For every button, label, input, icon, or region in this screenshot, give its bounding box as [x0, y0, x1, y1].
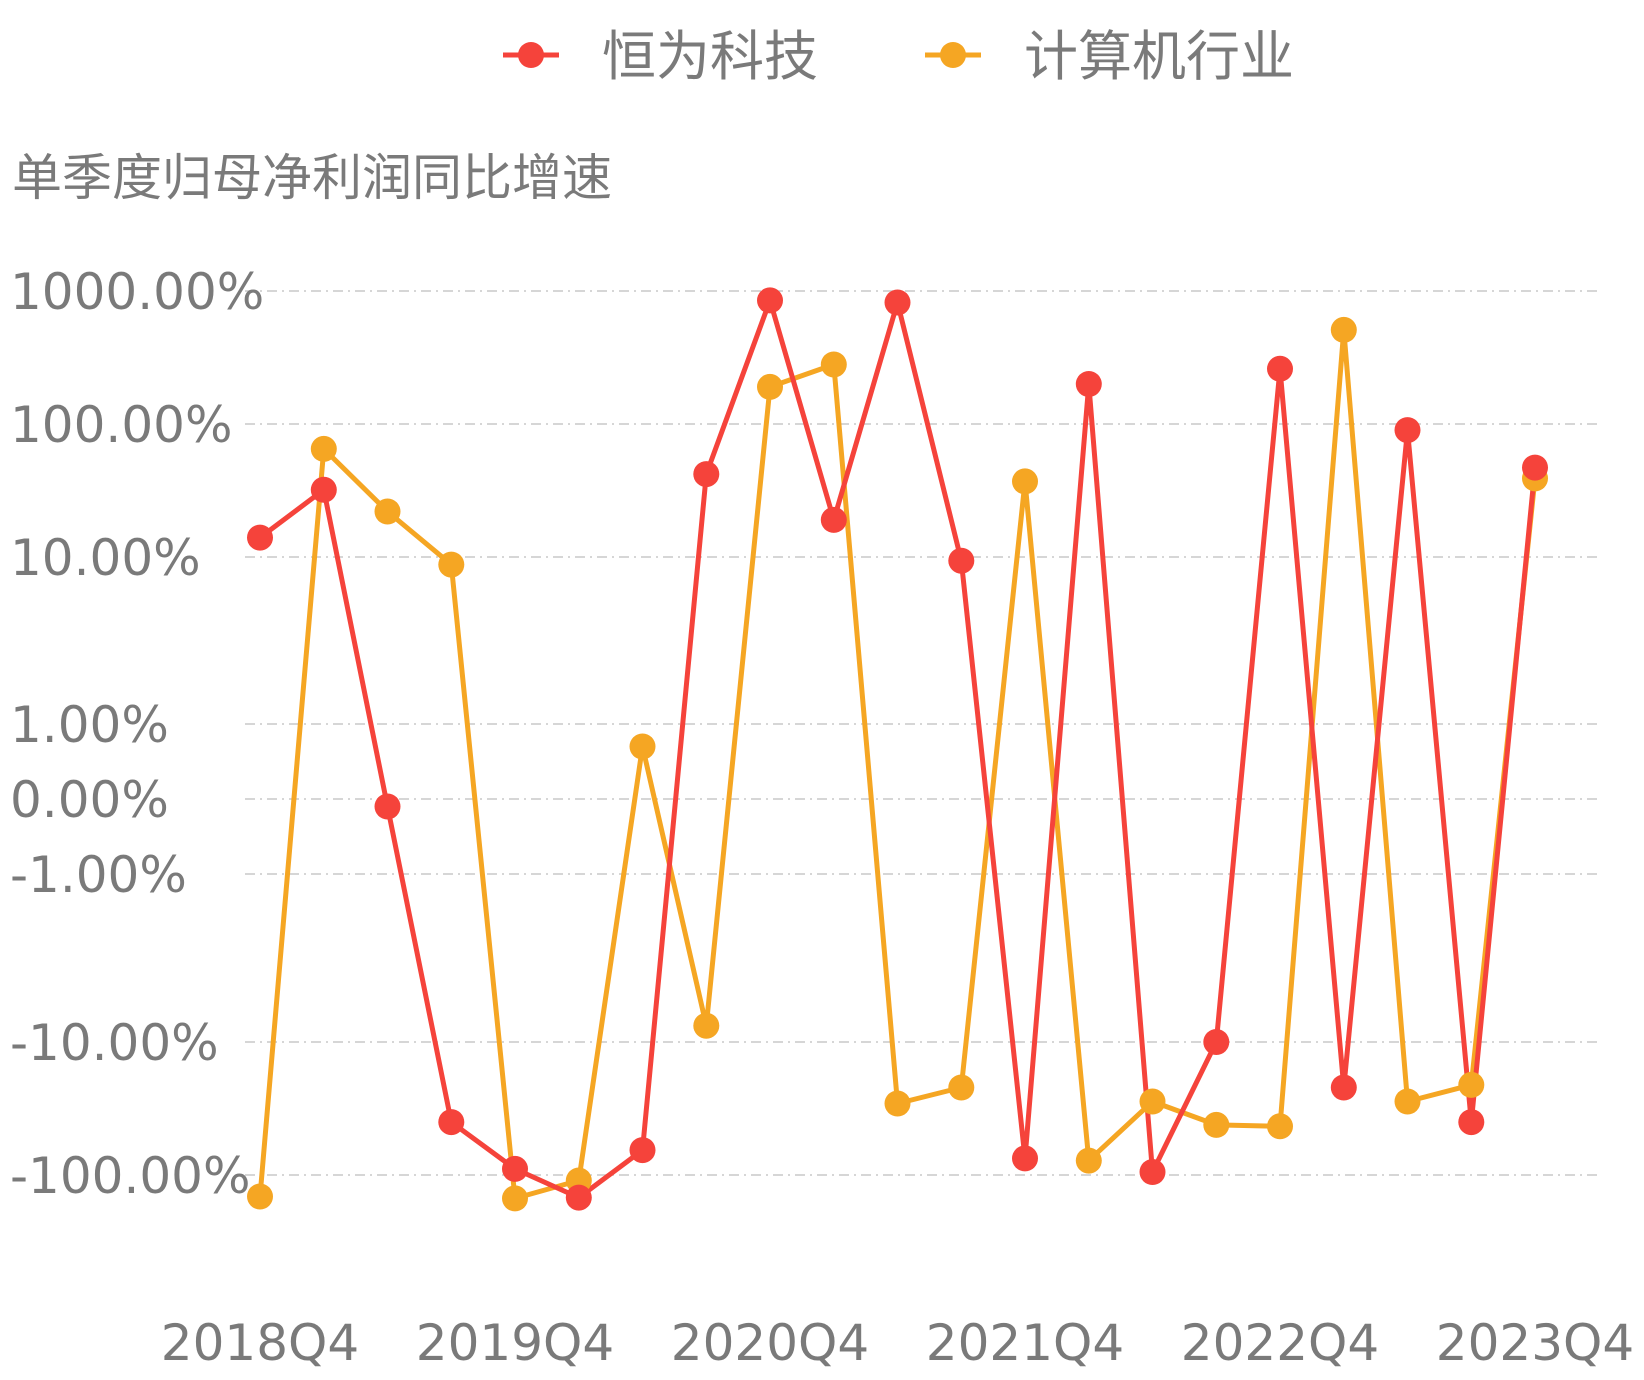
data-point-industry[interactable] — [757, 373, 783, 400]
data-point-industry[interactable] — [247, 1183, 273, 1210]
series-points — [247, 287, 1548, 1212]
data-point-industry[interactable] — [884, 1090, 911, 1117]
y-tick-label: 1000.00% — [10, 263, 264, 321]
y-tick-label: 100.00% — [10, 396, 232, 454]
data-point-hengwei[interactable] — [1012, 1145, 1038, 1172]
legend-marker-hengwei — [518, 42, 544, 68]
data-point-industry[interactable] — [1458, 1071, 1485, 1098]
y-axis-label: 单季度归母净利润同比增速 — [12, 149, 612, 207]
series-line-hengwei — [258, 297, 1538, 1201]
data-point-hengwei[interactable] — [1203, 1029, 1230, 1055]
data-point-industry[interactable] — [820, 351, 847, 378]
x-axis-ticks: 2018Q4 2019Q4 2020Q4 2021Q4 2022Q4 2023Q4 — [161, 1314, 1634, 1372]
y-tick-label: -1.00% — [10, 846, 187, 904]
data-point-hengwei[interactable] — [948, 547, 975, 574]
data-point-industry[interactable] — [948, 1074, 975, 1101]
legend-label-hengwei: 恒为科技 — [602, 25, 818, 88]
data-point-industry[interactable] — [629, 733, 656, 760]
data-point-hengwei[interactable] — [757, 287, 783, 314]
data-point-industry[interactable] — [1330, 316, 1357, 343]
data-point-hengwei[interactable] — [884, 289, 911, 316]
data-point-hengwei[interactable] — [693, 461, 720, 488]
data-point-industry[interactable] — [1075, 1147, 1102, 1174]
data-point-industry[interactable] — [438, 551, 465, 578]
y-axis-ticks: 1000.00% 100.00% 10.00% 1.00% 0.00% -1.00% -10… — [10, 263, 264, 1205]
data-point-industry[interactable] — [1139, 1088, 1166, 1115]
data-point-hengwei[interactable] — [1075, 371, 1102, 397]
data-point-hengwei[interactable] — [565, 1184, 592, 1211]
data-point-hengwei[interactable] — [438, 1109, 465, 1136]
data-point-hengwei[interactable] — [1139, 1159, 1166, 1185]
y-tick-label: 1.00% — [10, 696, 169, 754]
legend-label-industry: 计算机行业 — [1024, 25, 1294, 88]
data-point-hengwei[interactable] — [247, 524, 273, 551]
data-point-industry[interactable] — [693, 1012, 720, 1039]
x-tick-label: 2023Q4 — [1436, 1314, 1634, 1372]
data-point-hengwei[interactable] — [820, 506, 847, 533]
y-tick-label: 10.00% — [10, 529, 201, 587]
x-tick-label: 2019Q4 — [416, 1314, 614, 1372]
data-point-hengwei[interactable] — [629, 1137, 656, 1164]
x-tick-label: 2022Q4 — [1181, 1314, 1379, 1372]
x-tick-label: 2021Q4 — [926, 1314, 1124, 1372]
data-point-hengwei[interactable] — [1458, 1109, 1485, 1136]
data-point-hengwei[interactable] — [1522, 454, 1548, 481]
data-point-hengwei[interactable] — [1267, 355, 1293, 382]
data-point-hengwei[interactable] — [1330, 1074, 1357, 1101]
data-point-industry[interactable] — [502, 1185, 528, 1212]
data-point-hengwei[interactable] — [1394, 417, 1421, 444]
y-tick-label: -100.00% — [10, 1147, 251, 1205]
data-point-industry[interactable] — [1203, 1111, 1230, 1138]
data-point-industry[interactable] — [1394, 1088, 1421, 1115]
legend-marker-industry — [940, 42, 966, 68]
x-tick-label: 2018Q4 — [161, 1314, 359, 1372]
y-tick-label: 0.00% — [10, 771, 169, 829]
data-point-hengwei[interactable] — [502, 1155, 528, 1182]
x-tick-label: 2020Q4 — [671, 1314, 869, 1372]
data-point-industry[interactable] — [374, 498, 401, 525]
data-point-hengwei[interactable] — [374, 793, 401, 820]
legend-item-hengwei[interactable]: 恒为科技 — [503, 25, 818, 88]
legend: 恒为科技 计算机行业 — [503, 25, 1294, 88]
data-point-industry[interactable] — [1012, 468, 1038, 495]
data-point-industry[interactable] — [1267, 1113, 1293, 1140]
data-point-industry[interactable] — [310, 435, 337, 462]
y-tick-label: -10.00% — [10, 1014, 219, 1072]
series-lines — [257, 297, 1538, 1201]
legend-item-industry[interactable]: 计算机行业 — [925, 25, 1294, 88]
data-point-hengwei[interactable] — [310, 476, 337, 503]
